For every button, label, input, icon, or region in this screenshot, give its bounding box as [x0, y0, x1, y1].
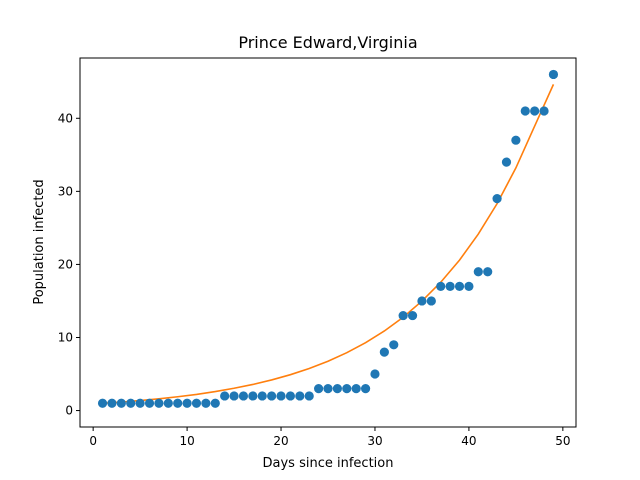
data-point — [520, 106, 530, 116]
data-point — [116, 398, 126, 408]
data-point — [483, 267, 493, 277]
x-axis: 0 10 20 30 40 50 — [89, 427, 570, 448]
y-tick-label: 0 — [65, 404, 73, 418]
data-point — [173, 398, 183, 408]
data-point — [511, 135, 521, 145]
data-point — [135, 398, 145, 408]
data-point — [154, 398, 164, 408]
data-point — [445, 281, 455, 291]
data-point — [323, 384, 333, 394]
plot-area — [97, 69, 559, 408]
data-point — [267, 391, 277, 401]
y-axis: 0 10 20 30 40 — [58, 111, 80, 418]
data-point — [182, 398, 192, 408]
data-point — [229, 391, 239, 401]
y-tick-label: 40 — [58, 111, 73, 125]
data-point — [360, 384, 371, 394]
data-point — [201, 398, 211, 408]
data-point — [276, 391, 286, 401]
y-tick-label: 10 — [58, 330, 73, 344]
data-point — [473, 267, 483, 277]
x-tick-label: 10 — [179, 434, 194, 448]
data-point — [220, 391, 230, 401]
data-point — [210, 398, 220, 408]
data-point — [370, 369, 380, 379]
data-point — [417, 296, 427, 306]
data-point — [389, 340, 399, 350]
data-point — [539, 106, 549, 116]
y-tick-label: 20 — [58, 257, 73, 271]
fit-curve-line — [102, 84, 555, 405]
data-point — [492, 194, 502, 204]
data-point — [436, 281, 446, 291]
x-axis-label: Days since infection — [263, 456, 394, 471]
data-point — [238, 391, 249, 401]
data-point — [548, 69, 559, 80]
y-axis-label: Population infected — [32, 179, 47, 304]
data-point — [342, 384, 352, 394]
data-point — [426, 296, 436, 306]
x-tick-label: 20 — [273, 434, 288, 448]
data-point — [304, 391, 314, 401]
data-point — [295, 391, 305, 401]
chart-title: Prince Edward,Virginia — [238, 33, 417, 52]
data-point — [351, 384, 361, 394]
data-point — [248, 391, 258, 401]
x-tick-label: 50 — [555, 434, 570, 448]
data-point — [191, 398, 202, 408]
data-point — [530, 106, 540, 116]
data-point — [107, 398, 117, 408]
data-point — [407, 310, 418, 321]
data-point — [332, 384, 342, 394]
data-point — [126, 398, 136, 408]
data-point — [501, 157, 512, 167]
axes-frame — [79, 57, 577, 428]
x-tick-label: 30 — [367, 434, 382, 448]
data-point — [97, 398, 108, 408]
data-point — [454, 281, 465, 291]
data-point — [144, 398, 155, 408]
y-tick-label: 30 — [58, 184, 73, 198]
data-point — [285, 391, 296, 401]
data-point — [257, 391, 267, 401]
data-point — [163, 398, 173, 408]
data-point — [379, 347, 389, 357]
data-point — [464, 281, 474, 291]
data-point — [314, 384, 324, 394]
x-tick-label: 40 — [461, 434, 476, 448]
data-point — [398, 310, 408, 321]
x-tick-label: 0 — [89, 434, 97, 448]
